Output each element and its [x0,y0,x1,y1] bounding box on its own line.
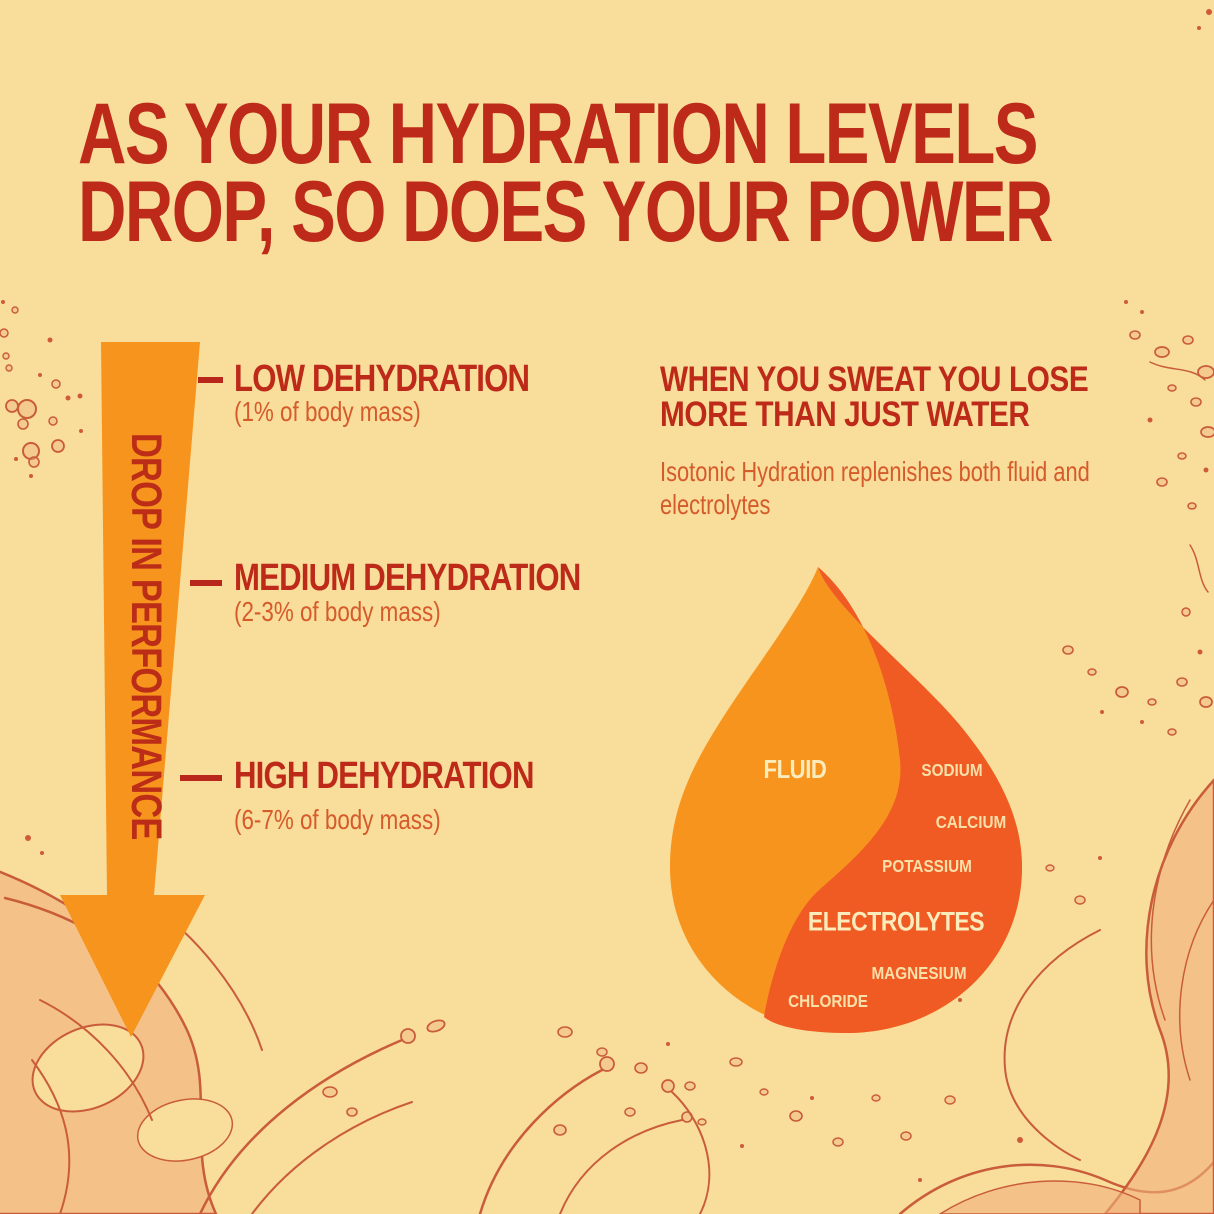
level-low-detail: (1% of body mass) [234,396,421,427]
arrow-label: DROP IN PERFORMANCE [122,433,170,840]
title-line-1: AS YOUR HYDRATION LEVELS [78,86,1038,182]
splash-bottom-right [918,778,1214,1214]
title-line-2: DROP, SO DOES YOUR POWER [78,164,1053,260]
splash-bottom-left [0,870,446,1214]
level-high-detail: (6-7% of body mass) [234,804,441,835]
fluid-label: FLUID [764,755,827,784]
droplet-electrolytes-region [764,567,1022,1033]
level-high-label: HIGH DEHYDRATION [234,755,534,797]
sweat-heading-line-2: MORE THAN JUST WATER [660,395,1030,434]
tick-medium [190,580,222,586]
sweat-heading-line-1: WHEN YOU SWEAT YOU LOSE [660,360,1089,399]
electrolytes-label: ELECTROLYTES [808,907,984,937]
fluid-electrolytes-droplet: FLUID SODIUM CALCIUM POTASSIUM ELECTROLY… [670,567,1022,1033]
drop-in-performance-arrow [60,342,205,1037]
sweat-description: Isotonic Hydration replenishes both flui… [660,456,1090,520]
mineral-calcium: CALCIUM [936,812,1006,832]
down-arrow-icon [60,342,205,1037]
level-medium-label: MEDIUM DEHYDRATION [234,557,581,599]
splash-left-bubbles [0,300,83,855]
mineral-chloride: CHLORIDE [788,991,868,1011]
level-low-label: LOW DEHYDRATION [234,358,530,400]
splash-right-clusters [1062,9,1214,736]
tick-high [180,775,222,781]
mineral-magnesium: MAGNESIUM [871,963,966,983]
tick-low [198,377,223,383]
mineral-sodium: SODIUM [921,760,982,780]
level-medium-detail: (2-3% of body mass) [234,596,441,627]
mineral-potassium: POTASSIUM [882,856,972,876]
